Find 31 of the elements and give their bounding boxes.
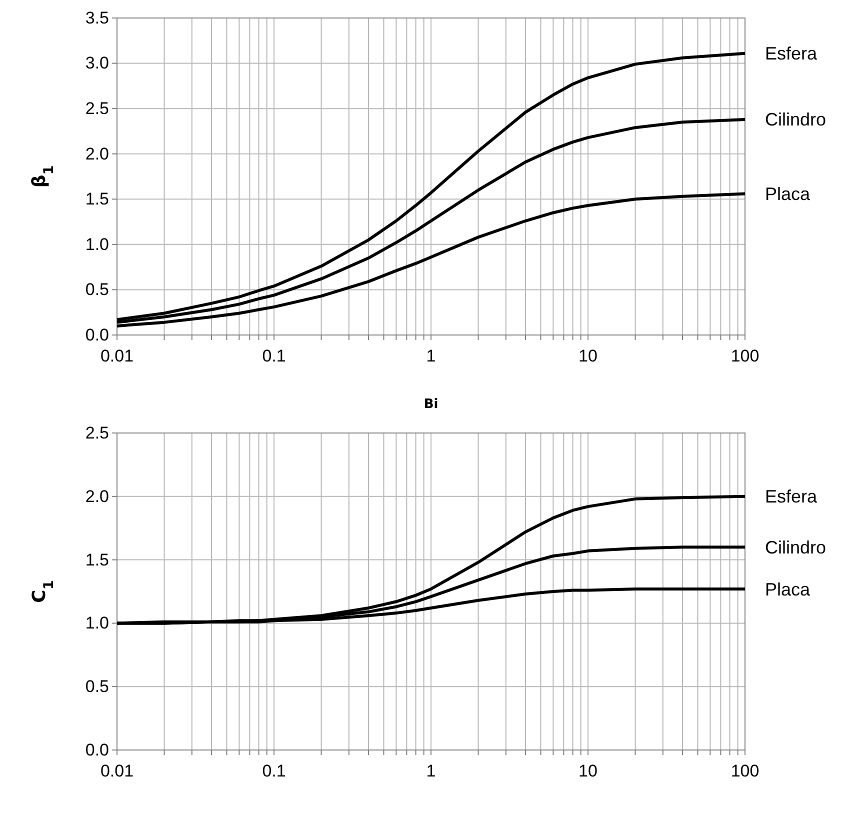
x-tick-label: 0.01 [100,762,134,781]
y-tick-label: 2.0 [85,486,109,506]
y-tick-label: 2.5 [85,99,109,118]
y-tick-label: 3.0 [85,54,109,73]
x-tick-label: 1 [426,346,436,366]
x-tick-label: 100 [730,762,760,781]
y-tick-label: 2.5 [85,423,109,442]
x-tick-label: 0.1 [262,346,286,366]
y-tick-label: 3.5 [85,8,109,28]
y-tick-label: 1.5 [85,190,109,209]
series-label: Cilindro [765,537,826,558]
y-tick-label: 1.0 [85,234,109,254]
y-tick-label: 1.5 [85,550,109,570]
x-tick-label: 0.1 [262,762,286,781]
x-tick-label: 0.01 [100,346,134,366]
y-tick-label: 2.0 [85,144,109,164]
series-label: Esfera [765,44,818,64]
x-tick-label: 1 [426,762,436,781]
series-label: Placa [765,184,812,204]
x-tick-label: 10 [578,762,598,781]
y-tick-label: 0.0 [85,740,109,760]
series-label: Esfera [765,486,818,507]
x-tick-label: 100 [730,346,760,366]
series-label: Cilindro [765,110,826,130]
y-tick-label: 0.5 [85,677,109,696]
y-tick-label: 0.5 [85,280,109,300]
series-label: Placa [765,579,812,600]
y-tick-label: 0.0 [85,325,109,344]
x-tick-label: 10 [578,346,598,366]
x-axis-title: Bi [424,397,438,412]
y-tick-label: 1.0 [85,614,109,633]
